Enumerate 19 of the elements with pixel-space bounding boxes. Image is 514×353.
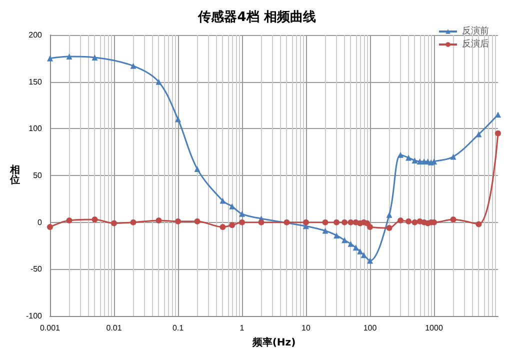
x-tick-label: 100 bbox=[363, 324, 378, 332]
x-tick-label: 0.1 bbox=[172, 324, 184, 332]
x-tick-label: 0.001 bbox=[40, 324, 61, 332]
x-tick-label: 0.01 bbox=[106, 324, 122, 332]
chart-title: 传感器4档 相频曲线 bbox=[197, 9, 316, 25]
y-tick-label: 0 bbox=[38, 218, 43, 227]
y-tick-label: 150 bbox=[28, 77, 43, 86]
x-axis-title: 频率(Hz) bbox=[251, 336, 296, 348]
y-tick-label: 100 bbox=[28, 124, 43, 134]
y-tick-label: 50 bbox=[33, 171, 43, 180]
x-tick-label: 10 bbox=[302, 324, 311, 332]
legend-label: 反演前 bbox=[462, 26, 489, 36]
y-tick-label: 200 bbox=[28, 30, 43, 40]
x-tick-label: 1000 bbox=[425, 324, 444, 332]
legend-label: 反演后 bbox=[462, 38, 489, 50]
y-axis-title: 相位 bbox=[9, 164, 20, 186]
y-tick-label: -50 bbox=[30, 264, 43, 274]
y-tick-label: -100 bbox=[26, 312, 43, 320]
x-tick-label: 1 bbox=[240, 324, 245, 332]
